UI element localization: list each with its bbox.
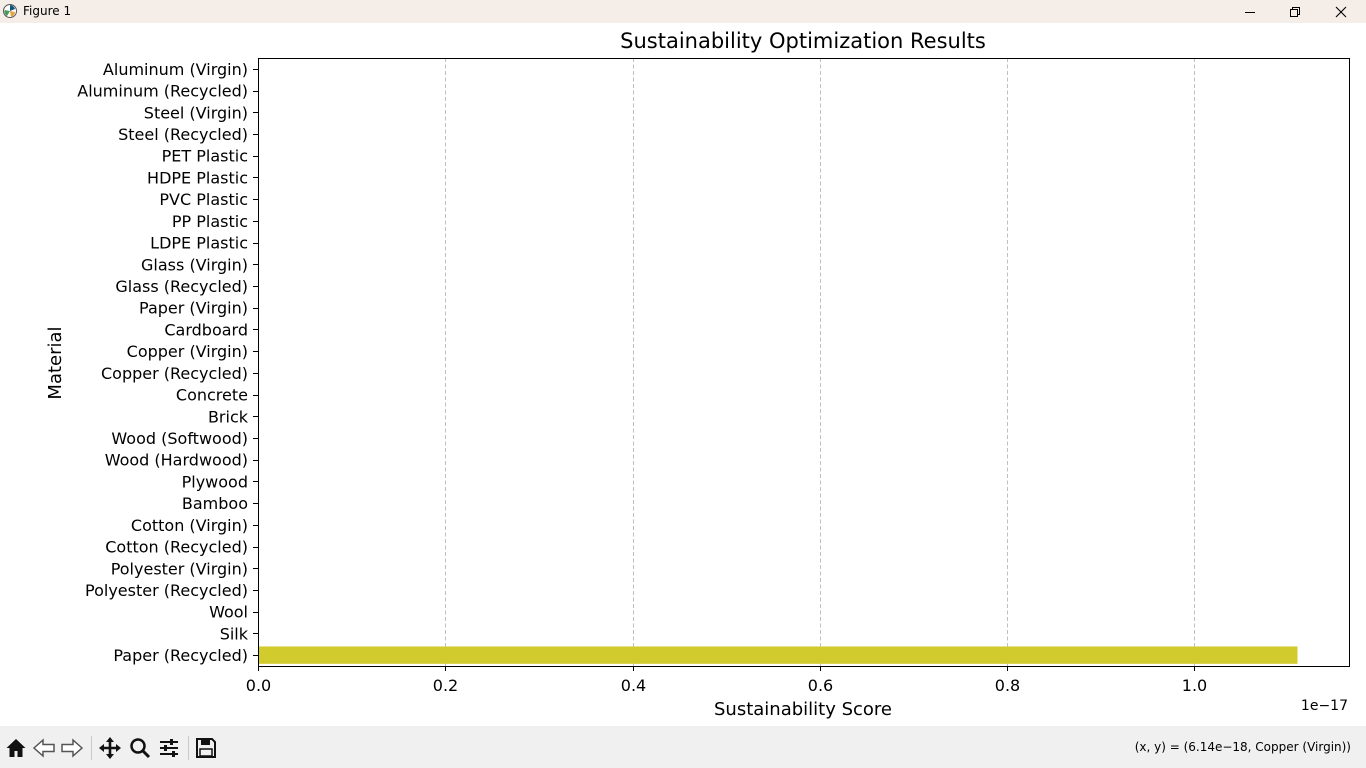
y-tick-label: Steel (Virgin) xyxy=(144,103,248,122)
y-tick-label: Concrete xyxy=(176,386,248,405)
cursor-coordinates: (x, y) = (6.14e−18, Copper (Virgin)) xyxy=(1134,740,1351,754)
y-tick-label: PP Plastic xyxy=(172,212,248,231)
home-icon xyxy=(6,739,26,757)
configure-subplots-button[interactable] xyxy=(156,735,182,761)
y-tick-label: Copper (Virgin) xyxy=(127,342,248,361)
y-tick-label: Steel (Recycled) xyxy=(118,125,248,144)
y-tick-label: Wood (Softwood) xyxy=(111,429,248,448)
close-icon xyxy=(1335,6,1347,17)
title-bar: Figure 1 xyxy=(0,0,1366,23)
home-button[interactable] xyxy=(3,735,29,761)
matplotlib-icon xyxy=(3,4,17,18)
x-axis-label: Sustainability Score xyxy=(714,699,892,720)
y-tick-label: Brick xyxy=(208,407,249,426)
bar xyxy=(258,646,1298,664)
y-tick-label: Wool xyxy=(209,603,248,622)
y-tick-label: Polyester (Virgin) xyxy=(111,559,248,578)
grid-lines xyxy=(258,58,1195,666)
y-tick-label: Cardboard xyxy=(164,320,248,339)
y-tick-label: Wood (Hardwood) xyxy=(105,451,248,470)
toolbar-separator xyxy=(91,736,92,760)
plot-frame xyxy=(258,58,1350,667)
maximize-button[interactable] xyxy=(1272,0,1318,23)
zoom-icon xyxy=(130,738,151,759)
y-tick-label: Polyester (Recycled) xyxy=(85,581,248,600)
y-tick-label: Silk xyxy=(220,624,249,643)
y-tick-label: Paper (Recycled) xyxy=(113,646,248,665)
save-icon xyxy=(196,738,216,758)
y-axis-ticks: Aluminum (Virgin) Aluminum (Recycled) Stee… xyxy=(77,60,258,665)
chart-title: Sustainability Optimization Results xyxy=(620,29,986,53)
x-tick-label: 0.8 xyxy=(995,676,1020,695)
pan-icon xyxy=(99,737,121,759)
navigation-toolbar: (x, y) = (6.14e−18, Copper (Virgin)) xyxy=(0,726,1366,768)
back-icon xyxy=(33,738,55,758)
back-button[interactable] xyxy=(31,735,57,761)
y-tick-label: Plywood xyxy=(182,472,248,491)
y-tick-label: Cotton (Virgin) xyxy=(131,516,248,535)
y-tick-label: Copper (Recycled) xyxy=(101,364,248,383)
y-tick-label: Paper (Virgin) xyxy=(139,299,248,318)
y-tick-label: Aluminum (Recycled) xyxy=(77,82,248,101)
y-tick-label: HDPE Plastic xyxy=(147,168,248,187)
configure-subplots-icon xyxy=(160,739,178,757)
zoom-button[interactable] xyxy=(127,735,153,761)
x-tick-label: 0.4 xyxy=(621,676,646,695)
y-tick-label: PET Plastic xyxy=(162,147,248,166)
y-tick-label: Glass (Recycled) xyxy=(115,277,248,296)
window-title: Figure 1 xyxy=(23,4,72,18)
close-button[interactable] xyxy=(1318,0,1364,23)
forward-button[interactable] xyxy=(59,735,85,761)
y-axis-label: Material xyxy=(45,326,66,399)
x-tick-label: 0.6 xyxy=(808,676,833,695)
x-tick-label: 0.0 xyxy=(246,676,271,695)
pan-button[interactable] xyxy=(97,735,123,761)
chart-canvas: Sustainability Optimization Results 0.0 0… xyxy=(45,29,1350,720)
y-tick-label: Bamboo xyxy=(182,494,248,513)
x-offset-text: 1e−17 xyxy=(1301,698,1348,714)
minimize-icon xyxy=(1245,11,1255,13)
y-tick-label: Cotton (Recycled) xyxy=(105,538,248,557)
y-tick-label: Aluminum (Virgin) xyxy=(103,60,248,79)
toolbar-separator xyxy=(188,736,189,760)
y-tick-label: PVC Plastic xyxy=(159,190,248,209)
x-axis-ticks: 0.0 0.2 0.4 0.6 0.8 1.0 xyxy=(246,666,1207,695)
y-tick-label: LDPE Plastic xyxy=(150,234,248,253)
maximize-icon xyxy=(1290,6,1300,17)
forward-icon xyxy=(61,738,83,758)
bars xyxy=(258,646,1298,664)
minimize-button[interactable] xyxy=(1227,0,1273,23)
y-tick-label: Glass (Virgin) xyxy=(141,255,248,274)
x-tick-label: 0.2 xyxy=(433,676,458,695)
save-button[interactable] xyxy=(193,735,219,761)
x-tick-label: 1.0 xyxy=(1182,676,1207,695)
